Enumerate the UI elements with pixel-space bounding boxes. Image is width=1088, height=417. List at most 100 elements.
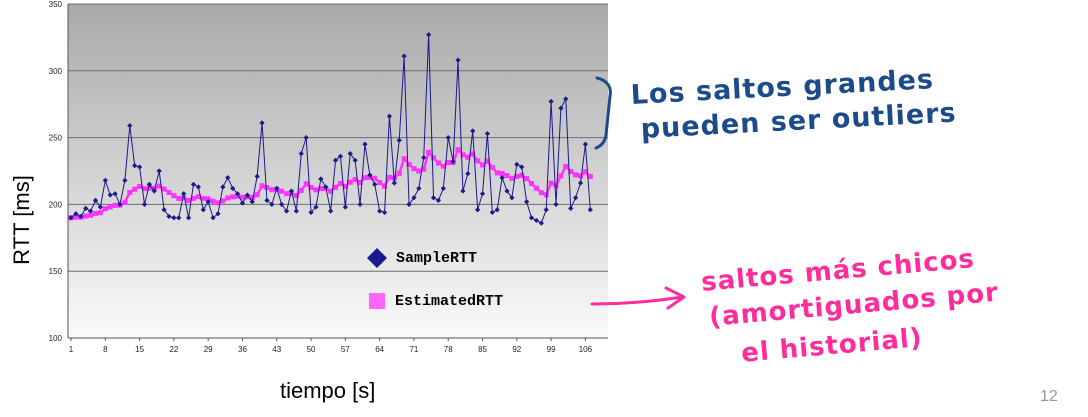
estimated-rtt-point bbox=[127, 190, 133, 196]
sample-rtt-point bbox=[573, 195, 579, 201]
sample-rtt-point bbox=[87, 208, 94, 214]
sample-rtt-point bbox=[411, 195, 417, 201]
sample-rtt-point bbox=[357, 201, 363, 207]
estimated-rtt-point bbox=[347, 179, 353, 185]
estimated-rtt-point bbox=[88, 212, 94, 218]
sample-rtt-point bbox=[558, 105, 564, 111]
estimated-rtt-point bbox=[553, 183, 559, 189]
sample-rtt-point bbox=[533, 217, 540, 224]
sample-rtt-point bbox=[274, 185, 280, 191]
estimated-rtt-point bbox=[254, 192, 260, 198]
estimated-rtt-point bbox=[509, 175, 515, 181]
sample-rtt-point bbox=[288, 188, 295, 194]
sample-rtt-point bbox=[176, 215, 182, 221]
sample-rtt-point bbox=[445, 135, 451, 141]
estimated-rtt-point bbox=[97, 210, 103, 216]
sample-rtt-point bbox=[254, 173, 260, 179]
sample-rtt-point bbox=[244, 192, 250, 198]
estimated-rtt-point bbox=[83, 213, 89, 219]
estimated-rtt-point bbox=[303, 181, 309, 187]
sample-rtt-point bbox=[391, 180, 397, 186]
sample-rtt-point bbox=[132, 163, 138, 169]
y-tick-label: 250 bbox=[49, 134, 63, 143]
estimated-rtt-point bbox=[538, 190, 544, 196]
estimated-rtt-point bbox=[533, 185, 539, 191]
sample-rtt-point bbox=[181, 191, 187, 197]
sample-rtt-point bbox=[528, 215, 535, 221]
sample-rtt-point bbox=[386, 113, 393, 119]
estimated-rtt-point bbox=[543, 192, 549, 198]
sample-rtt-point bbox=[112, 191, 118, 197]
x-tick-label: 36 bbox=[238, 345, 247, 354]
sample-rtt-point bbox=[470, 128, 476, 134]
estimated-rtt-series bbox=[68, 147, 593, 221]
estimated-rtt-point bbox=[141, 186, 147, 192]
sample-rtt-point bbox=[519, 164, 525, 170]
sample-rtt-point bbox=[220, 184, 226, 190]
x-tick-label: 106 bbox=[579, 345, 593, 354]
estimated-rtt-point bbox=[386, 174, 392, 180]
y-tick-label: 200 bbox=[49, 200, 63, 209]
estimated-rtt-point bbox=[73, 214, 79, 220]
estimated-rtt-point bbox=[171, 193, 177, 199]
sample-rtt-point bbox=[215, 211, 221, 217]
sample-rtt-point bbox=[548, 98, 554, 105]
x-tick-label: 1 bbox=[69, 345, 74, 354]
sample-rtt-point bbox=[122, 177, 128, 183]
x-tick-label: 85 bbox=[478, 345, 487, 354]
axis-ticks: 100 150 200 250 300 350 1 8 15 22 29 36 43 50 57 64 71 78… bbox=[49, 0, 593, 354]
estimated-rtt-point bbox=[455, 147, 461, 153]
x-tick-label: 71 bbox=[409, 345, 418, 354]
arrow-head-icon bbox=[664, 286, 686, 310]
estimated-rtt-point bbox=[308, 184, 314, 190]
sample-rtt-point bbox=[435, 197, 442, 203]
sample-rtt-point bbox=[416, 185, 422, 191]
estimated-rtt-point bbox=[249, 195, 255, 201]
estimated-rtt-point bbox=[161, 186, 167, 192]
sample-rtt-point bbox=[293, 208, 299, 214]
sample-rtt-point bbox=[347, 151, 353, 157]
sample-rtt-point bbox=[367, 172, 373, 178]
estimated-rtt-point bbox=[352, 176, 358, 182]
legend-item-sample: SampleRTT bbox=[366, 247, 477, 269]
estimated-rtt-point bbox=[220, 198, 226, 204]
estimated-rtt-point bbox=[582, 169, 588, 175]
sample-rtt-point bbox=[499, 175, 505, 181]
sample-rtt-point bbox=[269, 201, 275, 207]
estimated-rtt-point bbox=[328, 188, 334, 194]
sample-rtt-point bbox=[553, 201, 559, 207]
rtt-chart: 100 150 200 250 300 350 1 8 15 22 29 36 43 50 57 64 71 78… bbox=[49, 0, 608, 354]
sample-rtt-point bbox=[102, 177, 108, 183]
sample-rtt-point bbox=[313, 204, 319, 210]
sample-rtt-point bbox=[205, 199, 211, 205]
estimated-rtt-point bbox=[465, 154, 471, 160]
sample-rtt-point bbox=[264, 197, 270, 203]
estimated-rtt-point bbox=[92, 210, 98, 216]
estimated-rtt-point bbox=[475, 158, 481, 164]
estimated-rtt-point bbox=[480, 162, 486, 168]
estimated-rtt-point bbox=[519, 172, 525, 178]
sample-rtt-point bbox=[479, 191, 486, 197]
sample-rtt-point bbox=[249, 199, 255, 205]
sample-rtt-point bbox=[372, 181, 378, 187]
estimated-rtt-point bbox=[563, 163, 569, 169]
estimated-rtt-point bbox=[259, 183, 265, 189]
sample-rtt-point bbox=[225, 175, 231, 181]
estimated-rtt-point bbox=[269, 187, 275, 193]
x-tick-label: 64 bbox=[375, 345, 384, 354]
sample-rtt-point bbox=[377, 208, 383, 214]
x-tick-label: 92 bbox=[512, 345, 521, 354]
estimated-rtt-point bbox=[122, 199, 128, 205]
sample-rtt-point bbox=[190, 181, 197, 187]
estimated-rtt-point bbox=[401, 156, 407, 162]
sample-rtt-point bbox=[279, 201, 285, 207]
sample-rtt-point bbox=[166, 213, 172, 220]
sample-rtt-point bbox=[127, 122, 133, 129]
estimated-rtt-point bbox=[470, 151, 476, 157]
estimated-rtt-point bbox=[494, 170, 500, 176]
estimated-rtt-point bbox=[342, 183, 348, 189]
sample-rtt-point bbox=[283, 208, 290, 214]
sample-rtt-point bbox=[362, 141, 368, 147]
estimated-rtt-point bbox=[318, 186, 324, 192]
